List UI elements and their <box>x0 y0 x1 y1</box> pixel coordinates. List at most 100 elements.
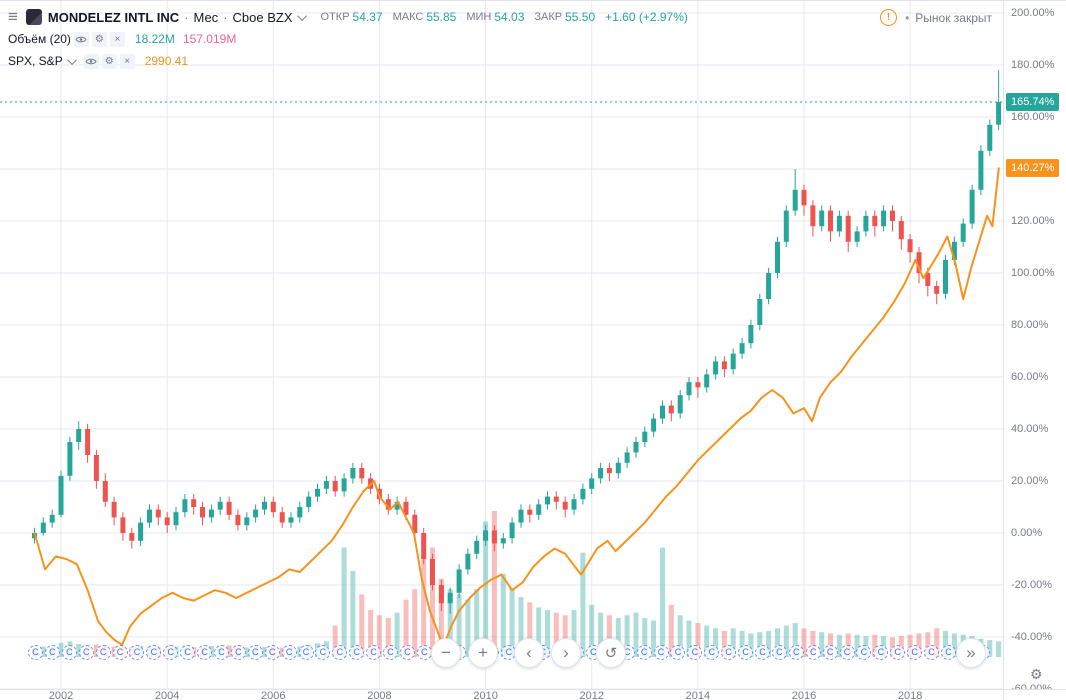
close-icon[interactable]: × <box>119 53 135 69</box>
spx-compare-line <box>33 167 1000 649</box>
open-value: 54.37 <box>352 10 383 24</box>
ticker-circle-icon: C <box>315 645 331 660</box>
symbol-title[interactable]: MONDELEZ INTL INC <box>47 9 180 25</box>
compare-value: 2990.41 <box>144 54 189 68</box>
ticker-circle-icon: C <box>95 645 111 660</box>
scroll-left-button[interactable]: ‹ <box>514 638 544 668</box>
status-dot-icon: • <box>905 10 910 25</box>
ticker-circle-icon: C <box>754 645 770 660</box>
x-axis-label: 2002 <box>48 690 74 700</box>
low-value: 54.03 <box>494 10 525 24</box>
eye-icon[interactable] <box>83 53 99 69</box>
open-label: ОТКР <box>320 11 350 23</box>
time-axis[interactable]: 2002 2004 2006 2008 2010 2012 2014 2016 2018 <box>0 689 1003 700</box>
chevron-down-icon[interactable] <box>66 54 77 65</box>
ticker-circle-icon: C <box>856 645 872 660</box>
close-label: ЗАКР <box>534 11 563 23</box>
ticker-circle-icon: C <box>213 645 229 660</box>
ticker-circle-icon: C <box>805 645 821 660</box>
ticker-circle-icon: C <box>653 645 669 660</box>
ticker-circle-icon: C <box>822 645 838 660</box>
change-value: +1.60 (+2.97%) <box>605 10 688 24</box>
price-axis[interactable]: ⚙ 200.00%180.00%160.00%140.00%120.00%100… <box>1003 1 1066 695</box>
volume-ma-value: 157.019M <box>182 32 237 46</box>
go-to-latest-button[interactable]: » <box>956 638 986 668</box>
x-axis-label: 2004 <box>154 690 180 700</box>
chevron-down-icon[interactable] <box>296 10 307 21</box>
ticker-circle-icon: C <box>61 645 77 660</box>
ticker-circle-icon: C <box>163 645 179 660</box>
ticker-circle-icon: C <box>44 645 60 660</box>
chart-plot-area[interactable]: ≡ MONDELEZ INTL INC · Мес · Cboe BZX ОТК… <box>0 1 1003 689</box>
y-axis-label: -20.00% <box>1011 578 1052 591</box>
interval-label[interactable]: Мес <box>193 9 219 25</box>
ticker-circle-icon: C <box>940 645 956 660</box>
eye-icon[interactable] <box>73 31 89 47</box>
y-axis-label: 60.00% <box>1011 370 1049 383</box>
x-axis-label: 2014 <box>685 690 711 700</box>
ticker-circle-icon: C <box>704 645 720 660</box>
ticker-circle-icon: C <box>28 645 43 660</box>
symbol-logo <box>25 9 42 25</box>
x-axis-label: 2018 <box>897 690 923 700</box>
legend: ≡ MONDELEZ INTL INC · Мес · Cboe BZX ОТК… <box>8 6 688 72</box>
high-value: 55.85 <box>426 10 457 24</box>
zoom-out-button[interactable]: − <box>431 638 461 668</box>
axis-settings-gear-icon[interactable]: ⚙ <box>1030 666 1043 682</box>
ticker-circle-icon: C <box>349 645 365 660</box>
ticker-circle-icon: C <box>383 645 399 660</box>
x-axis-label: 2016 <box>791 690 817 700</box>
separator: · <box>223 9 228 25</box>
x-axis-label: 2010 <box>473 690 498 700</box>
y-axis-label: 180.00% <box>1011 58 1055 71</box>
ticker-circle-icon: C <box>670 645 686 660</box>
ticker-circle-icon: C <box>687 645 703 660</box>
y-axis-label: -40.00% <box>1011 630 1052 643</box>
ticker-circle-icon: C <box>924 645 940 660</box>
ticker-circle-icon: C <box>771 645 787 660</box>
x-axis-label: 2006 <box>261 690 286 700</box>
zoom-in-button[interactable]: + <box>468 638 498 668</box>
exchange-label[interactable]: Cboe BZX <box>232 9 293 25</box>
gear-icon[interactable]: ⚙ <box>91 31 107 47</box>
symbol-header-row[interactable]: ≡ MONDELEZ INTL INC · Мес · Cboe BZX ОТК… <box>8 6 688 28</box>
ticker-circle-icon: C <box>839 645 855 660</box>
ticker-circle-icon: C <box>281 645 297 660</box>
hamburger-menu-icon[interactable]: ≡ <box>8 7 18 26</box>
ticker-circle-icon: C <box>180 645 196 660</box>
ticker-circle-icon: C <box>332 645 348 660</box>
price-chart-canvas[interactable] <box>0 1 1003 689</box>
compare-indicator-row[interactable]: SPX, S&P ⚙ × 2990.41 <box>8 50 688 72</box>
market-status-text: Рынок закрыт <box>915 10 992 25</box>
spx-last-price-tag: 140.27% <box>1006 159 1060 178</box>
volume-value: 18.22M <box>134 32 175 46</box>
y-axis-label: 20.00% <box>1011 474 1049 487</box>
candles <box>32 70 1002 614</box>
ticker-circle-icon: C <box>366 645 382 660</box>
scroll-right-button[interactable]: › <box>551 638 581 668</box>
ticker-circle-icon: C <box>146 645 162 660</box>
ticker-circle-icon: C <box>636 645 652 660</box>
ticker-circle-icon: C <box>129 645 145 660</box>
ticker-circle-icon: C <box>890 645 906 660</box>
gear-icon[interactable]: ⚙ <box>101 53 117 69</box>
ticker-circle-icon: C <box>264 645 280 660</box>
y-axis-label: 0.00% <box>1011 526 1043 539</box>
volume-indicator-row[interactable]: Объём (20) ⚙ × 18.22M 157.019M <box>8 28 688 50</box>
y-axis-label: 100.00% <box>1011 266 1055 279</box>
ticker-circle-icon: C <box>112 645 128 660</box>
y-axis-label: 160.00% <box>1011 110 1055 123</box>
ticker-circle-icon: C <box>247 645 263 660</box>
close-icon[interactable]: × <box>109 31 125 47</box>
mdlz-last-price-tag: 165.74% <box>1006 93 1060 112</box>
ticker-circle-icon: C <box>230 645 246 660</box>
reset-chart-button[interactable]: ↺ <box>596 638 626 668</box>
compare-symbol-label[interactable]: SPX, S&P <box>8 54 63 68</box>
ticker-circle-icon: C <box>78 645 94 660</box>
y-axis-label: 40.00% <box>1011 422 1049 435</box>
alert-icon[interactable]: ! <box>880 9 898 26</box>
ticker-circle-icon: C <box>197 645 213 660</box>
volume-indicator-label[interactable]: Объём (20) <box>8 32 71 46</box>
